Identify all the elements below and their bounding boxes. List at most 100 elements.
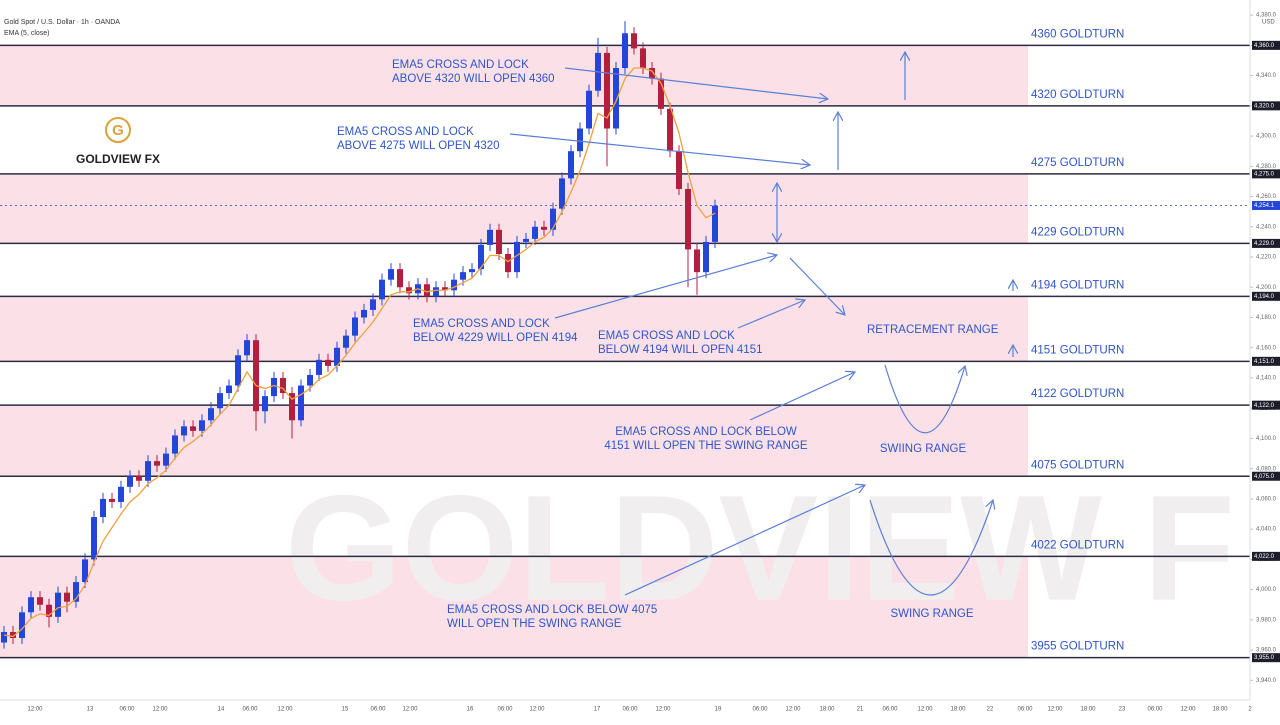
candle-body xyxy=(127,476,133,487)
y-tick-label: 4,340.0 xyxy=(1256,73,1277,79)
x-tick-label: 18:00 xyxy=(819,707,835,713)
candle-body xyxy=(712,205,718,242)
price-box xyxy=(1252,40,1280,50)
x-tick-label: 12:00 xyxy=(1180,707,1196,713)
candle-body xyxy=(55,592,61,617)
x-tick-label: 18:00 xyxy=(1080,707,1096,713)
candle-body xyxy=(667,108,673,152)
candle-body xyxy=(514,241,520,273)
last-price-label: 4,254.1 xyxy=(1254,203,1275,209)
candle-body xyxy=(10,631,16,639)
candle-body xyxy=(334,347,340,366)
level-label: 4320 GOLDTURN xyxy=(1031,89,1124,101)
candle-body xyxy=(379,279,385,300)
x-tick-label: 06:00 xyxy=(242,707,258,713)
candle-body xyxy=(199,420,205,431)
candle-body xyxy=(28,597,34,613)
candle-body xyxy=(271,377,277,397)
level-label: 3955 GOLDTURN xyxy=(1031,641,1124,653)
candle-body xyxy=(640,48,646,69)
x-tick-label: 2 xyxy=(1248,707,1252,713)
level-label: 4122 GOLDTURN xyxy=(1031,388,1124,400)
indicator: EMA (5, close) xyxy=(4,30,50,37)
level-label: 4194 GOLDTURN xyxy=(1031,279,1124,291)
zone xyxy=(0,296,1028,362)
candle-body xyxy=(676,151,682,189)
candle-body xyxy=(433,287,439,297)
candle-body xyxy=(91,517,97,560)
candle-body xyxy=(613,68,619,129)
candle-body xyxy=(262,396,268,412)
symbol: Gold Spot / U.S. Dollar · 1h · OANDA xyxy=(4,19,120,26)
y-tick-label: 4,140.0 xyxy=(1256,376,1277,382)
candle-body xyxy=(64,592,70,602)
candle-body xyxy=(163,453,169,466)
candle-body xyxy=(622,33,628,69)
y-tick-label: 4,280.0 xyxy=(1256,164,1277,170)
price-box xyxy=(1252,169,1280,179)
zone xyxy=(0,173,1028,244)
price-box xyxy=(1252,551,1280,561)
annotation: EMA5 CROSS AND LOCK BELOW xyxy=(615,426,797,438)
x-tick-label: 06:00 xyxy=(882,707,898,713)
candle-body xyxy=(694,249,700,273)
y-tick-label: 4,040.0 xyxy=(1256,527,1277,533)
candle-body xyxy=(523,238,529,242)
candle-body xyxy=(685,188,691,250)
x-tick-label: 22 xyxy=(987,707,994,713)
x-tick-label: 18:00 xyxy=(1212,707,1228,713)
candle-body xyxy=(118,486,124,502)
y-tick-label: 4,000.0 xyxy=(1256,587,1277,593)
y-tick-label: 4,260.0 xyxy=(1256,194,1277,200)
candle-body xyxy=(442,287,448,291)
y-tick-label: 4,240.0 xyxy=(1256,224,1277,230)
candle-body xyxy=(181,426,187,436)
candle-body xyxy=(604,52,610,129)
candle-body xyxy=(244,340,250,356)
zone xyxy=(0,556,1028,658)
candle-body xyxy=(631,33,637,49)
y-tick-label: 4,380.0 xyxy=(1256,13,1277,19)
price-box xyxy=(1252,291,1280,301)
price-box-label: 3,955.0 xyxy=(1254,655,1275,661)
x-tick-label: 12:00 xyxy=(785,707,801,713)
level-label: 4360 GOLDTURN xyxy=(1031,28,1124,40)
ema-line xyxy=(3,67,716,638)
candle-body xyxy=(469,269,475,273)
price-box-label: 4,229.0 xyxy=(1254,241,1275,247)
candle-body xyxy=(316,359,322,375)
price-box xyxy=(1252,471,1280,481)
x-tick-label: 17 xyxy=(594,707,601,713)
candle-body xyxy=(487,229,493,245)
y-tick-label: 4,080.0 xyxy=(1256,466,1277,472)
x-tick-label: 06:00 xyxy=(752,707,768,713)
x-tick-label: 12:00 xyxy=(1047,707,1063,713)
y-tick-label: 4,060.0 xyxy=(1256,496,1277,502)
candle-body xyxy=(217,393,223,409)
candle-body xyxy=(226,385,232,394)
candle-body xyxy=(649,68,655,79)
level-label: 4229 GOLDTURN xyxy=(1031,226,1124,238)
candle-body xyxy=(208,408,214,421)
candle-body xyxy=(343,335,349,348)
x-tick-label: 06:00 xyxy=(1147,707,1163,713)
candle-body xyxy=(82,559,88,583)
currency: USD xyxy=(1262,20,1275,26)
level-label: 4151 GOLDTURN xyxy=(1031,344,1124,356)
y-tick-label: 4,180.0 xyxy=(1256,315,1277,321)
candle-body xyxy=(478,244,484,270)
candle-body xyxy=(424,284,430,297)
x-tick-label: 21 xyxy=(857,707,864,713)
price-box xyxy=(1252,356,1280,366)
candle-body xyxy=(586,90,592,129)
y-tick-label: 3,960.0 xyxy=(1256,648,1277,654)
candle-body xyxy=(550,208,556,230)
price-box-label: 4,151.0 xyxy=(1254,359,1275,365)
candle-body xyxy=(559,178,565,209)
zone xyxy=(0,45,1028,106)
price-box xyxy=(1252,653,1280,663)
candle-body xyxy=(496,229,502,254)
logo-text: GOLDVIEW FX xyxy=(76,152,160,166)
x-tick-label: 06:00 xyxy=(1017,707,1033,713)
